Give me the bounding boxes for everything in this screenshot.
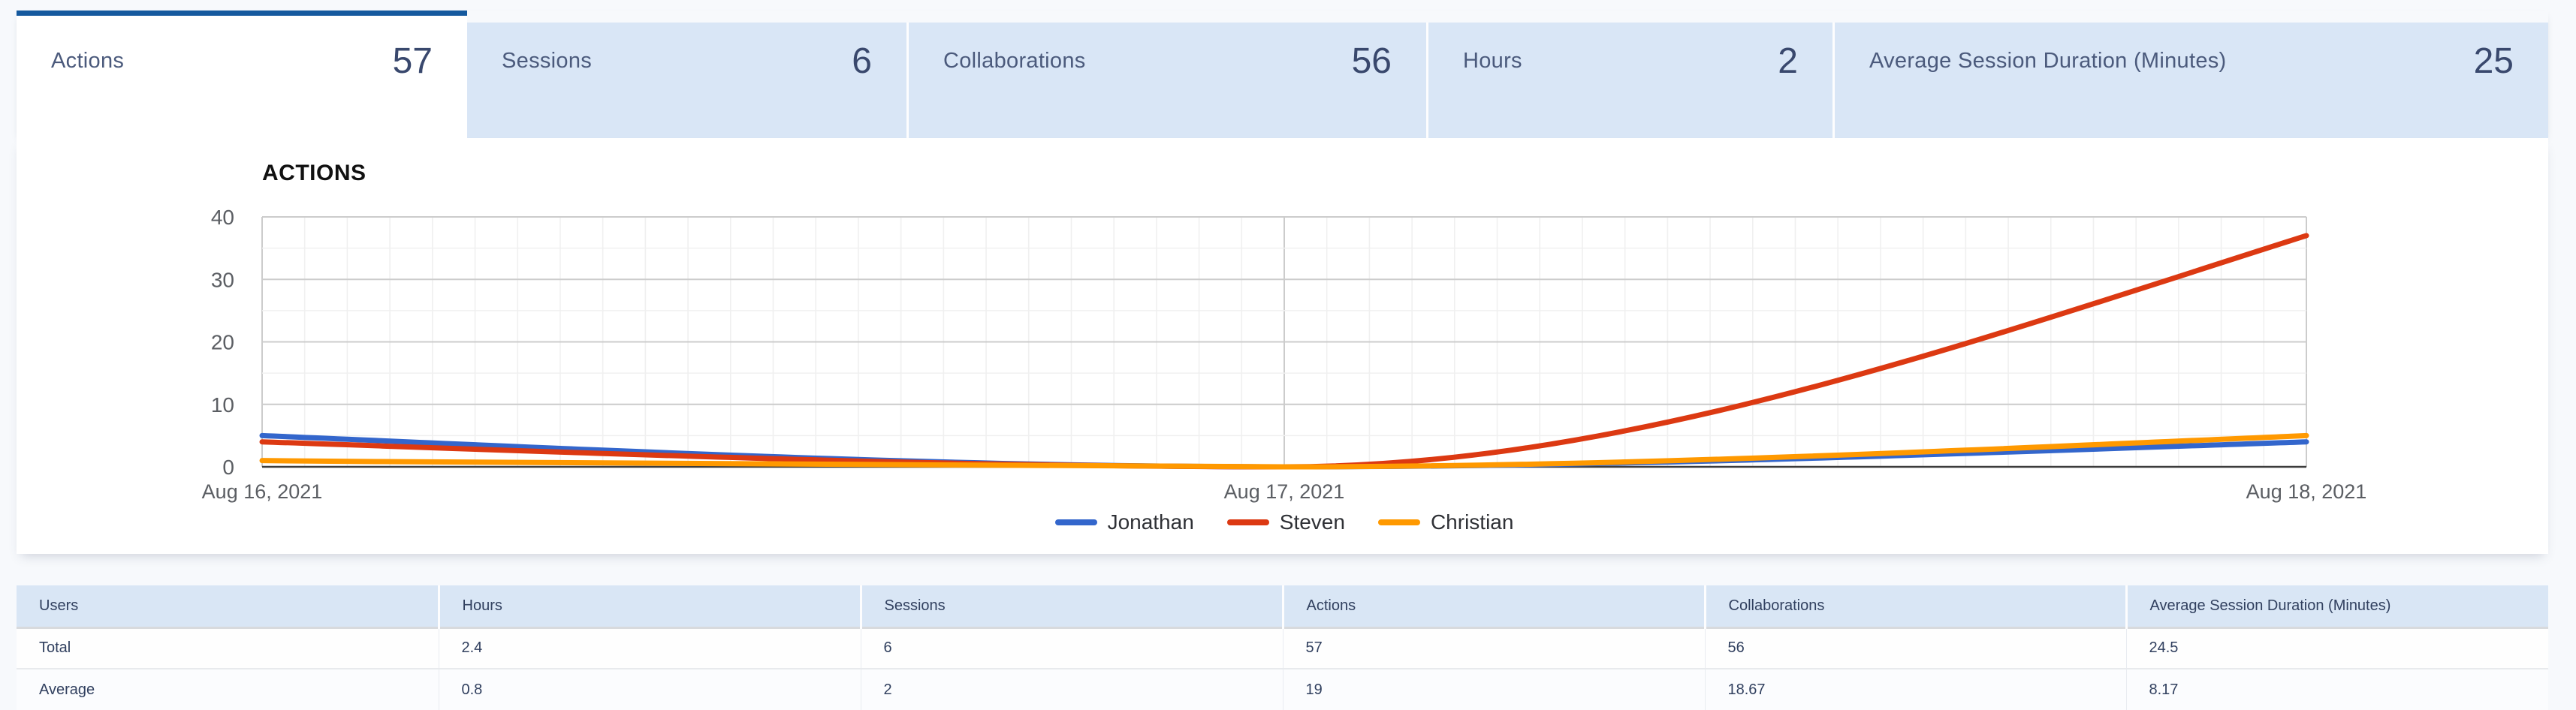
column-header-collaborations[interactable]: Collaborations <box>1703 585 2126 627</box>
legend-line-swatch <box>1054 519 1097 525</box>
row-label: Total <box>39 639 71 657</box>
cell-average-hours: 0.8 <box>438 669 861 710</box>
legend-label: Steven <box>1279 510 1345 534</box>
y-tick-label: 30 <box>211 268 234 291</box>
tab-content: Sessions 6 <box>502 41 872 81</box>
chart-panel: ACTIONS 0 10 20 30 40 Aug 16, 2021 Aug 17, 202… <box>17 138 2548 554</box>
cell-average-average-session-duration-minutes: 8.17 <box>2125 669 2548 710</box>
cell-average-sessions: 2 <box>860 669 1283 710</box>
legend-item-steven[interactable]: Steven <box>1226 510 1345 534</box>
tab-value: 56 <box>1351 41 1392 81</box>
tab-collaborations[interactable]: Collaborations 56 <box>906 23 1426 138</box>
metric-tab-bar: Actions 57 Sessions 6 Collaborations 56 Hours 2… <box>17 11 2548 138</box>
tab-label: Collaborations <box>943 48 1086 73</box>
series-line-christian[interactable] <box>259 432 2309 470</box>
tab-label: Hours <box>1463 48 1522 73</box>
tab-actions[interactable]: Actions 57 <box>17 11 467 138</box>
row-label: Average <box>39 681 95 698</box>
tab-value: 6 <box>852 41 872 81</box>
x-axis-date-label: Aug 18, 2021 <box>2246 480 2367 503</box>
tab-hours[interactable]: Hours 2 <box>1426 23 1832 138</box>
legend-label: Jonathan <box>1107 510 1194 534</box>
tab-content: Average Session Duration (Minutes) 25 <box>1869 41 2514 81</box>
cell-total-sessions: 6 <box>860 627 1283 669</box>
tab-value: 25 <box>2473 41 2514 81</box>
cell-total-hours: 2.4 <box>438 627 861 669</box>
column-header-users[interactable]: Users <box>17 585 439 627</box>
tab-label: Actions <box>51 48 125 73</box>
legend-line-swatch <box>1226 519 1269 525</box>
y-tick-label: 0 <box>222 456 234 479</box>
column-header-average-session-duration-minutes[interactable]: Average Session Duration (Minutes) <box>2125 585 2548 627</box>
table-row-average: Average 0.8 2 19 18.67 8.17 <box>17 669 2548 710</box>
legend-item-christian[interactable]: Christian <box>1377 510 1514 534</box>
tab-average-session-duration-minutes[interactable]: Average Session Duration (Minutes) 25 <box>1832 23 2548 138</box>
tab-content: Actions 57 <box>51 41 433 81</box>
chart-legend: Jonathan Steven Christian <box>262 507 2306 537</box>
tab-value: 57 <box>392 41 433 81</box>
cell-total-average-session-duration-minutes: 24.5 <box>2125 627 2548 669</box>
cell-total-collaborations: 56 <box>1704 627 2126 669</box>
y-tick-label: 40 <box>211 206 234 229</box>
tab-content: Collaborations 56 <box>943 41 1392 81</box>
chart-title: ACTIONS <box>262 161 366 185</box>
actions-line-chart: 0 10 20 30 40 Aug 16, 2021 Aug 17, 2021 Aug 18,… <box>202 206 2367 503</box>
tab-sessions[interactable]: Sessions 6 <box>467 23 906 138</box>
x-axis-date-label: Aug 16, 2021 <box>202 480 323 503</box>
tab-content: Hours 2 <box>1463 41 1798 81</box>
tab-label: Average Session Duration (Minutes) <box>1869 48 2227 73</box>
x-axis-date-label: Aug 17, 2021 <box>1224 480 1345 503</box>
column-header-sessions[interactable]: Sessions <box>859 585 1283 627</box>
cell-average-collaborations: 18.67 <box>1704 669 2126 710</box>
legend-item-jonathan[interactable]: Jonathan <box>1054 510 1194 534</box>
column-header-actions[interactable]: Actions <box>1281 585 1705 627</box>
legend-line-swatch <box>1377 519 1420 525</box>
y-tick-label: 10 <box>211 393 234 417</box>
summary-table: Users Hours Sessions Actions Collaborations A… <box>17 585 2548 710</box>
tab-value: 2 <box>1778 41 1798 81</box>
tab-label: Sessions <box>502 48 593 73</box>
cell-total-actions: 57 <box>1282 627 1705 669</box>
legend-label: Christian <box>1430 510 1514 534</box>
cell-average-actions: 19 <box>1282 669 1705 710</box>
table-header-row: Users Hours Sessions Actions Collaborations A… <box>17 585 2548 627</box>
table-row-total: Total 2.4 6 57 56 24.5 <box>17 627 2548 669</box>
column-header-hours[interactable]: Hours <box>437 585 861 627</box>
y-tick-label: 20 <box>211 331 234 354</box>
